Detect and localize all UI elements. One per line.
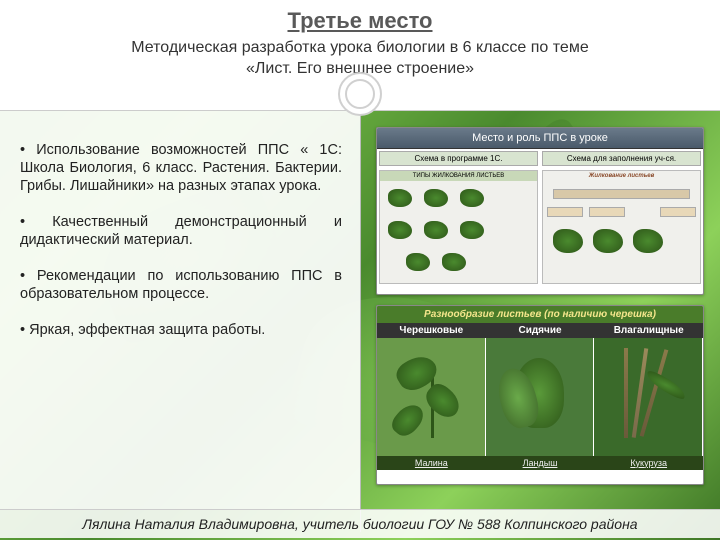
thumb2-columns: Черешковые Сидячие Влагалищные (377, 323, 703, 338)
thumb2-col3: Влагалищные (594, 323, 703, 338)
thumb1-panel-left: ТИПЫ ЖИЛКОВАНИЯ ЛИСТЬЕВ (379, 170, 538, 284)
decor-circle-inner (345, 79, 375, 109)
thumbnail-2: Разнообразие листьев (по наличию черешка… (376, 305, 704, 485)
left-column: • Использование возможностей ППС « 1С: Ш… (0, 111, 360, 509)
slide-title: Третье место (20, 8, 700, 34)
bullet-1: • Использование возможностей ППС « 1С: Ш… (20, 141, 342, 195)
thumb2-labels: Малина Ландыш Кукуруза (377, 456, 703, 470)
thumb2-img1 (377, 338, 486, 456)
thumb1-subheaders: Схема в программе 1С. Схема для заполнен… (377, 149, 703, 168)
thumb2-images (377, 338, 703, 456)
thumb1-sub-right: Схема для заполнения уч-ся. (542, 151, 701, 166)
thumbnail-1: Место и роль ППС в уроке Схема в програм… (376, 127, 704, 295)
thumb1-body: ТИПЫ ЖИЛКОВАНИЯ ЛИСТЬЕВ Жилкование листь… (377, 168, 703, 286)
thumb1-panel2-title: Жилкование листьев (543, 171, 700, 181)
thumb2-col2: Сидячие (486, 323, 595, 338)
thumb2-img3 (594, 338, 703, 456)
bullet-3: • Рекомендации по использованию ППС в об… (20, 267, 342, 303)
content-area: • Использование возможностей ППС « 1С: Ш… (0, 111, 720, 509)
thumb1-panel-title: ТИПЫ ЖИЛКОВАНИЯ ЛИСТЬЕВ (380, 171, 537, 181)
thumb1-header: Место и роль ППС в уроке (377, 128, 703, 149)
slide-footer: Лялина Наталия Владимировна, учитель био… (0, 509, 720, 538)
thumb2-label3: Кукуруза (594, 456, 703, 470)
bullet-4: • Яркая, эффектная защита работы. (20, 321, 342, 339)
thumb2-label1: Малина (377, 456, 486, 470)
right-column: Место и роль ППС в уроке Схема в програм… (360, 111, 720, 509)
slide-subtitle-1: Методическая разработка урока биологии в… (20, 38, 700, 59)
thumb2-title: Разнообразие листьев (по наличию черешка… (377, 306, 703, 323)
thumb2-label2: Ландыш (486, 456, 595, 470)
thumb1-sub-left: Схема в программе 1С. (379, 151, 538, 166)
bullet-2: • Качественный демонстрационный и дидакт… (20, 213, 342, 249)
thumb2-col1: Черешковые (377, 323, 486, 338)
thumb2-img2 (486, 338, 595, 456)
thumb1-panel-right: Жилкование листьев (542, 170, 701, 284)
